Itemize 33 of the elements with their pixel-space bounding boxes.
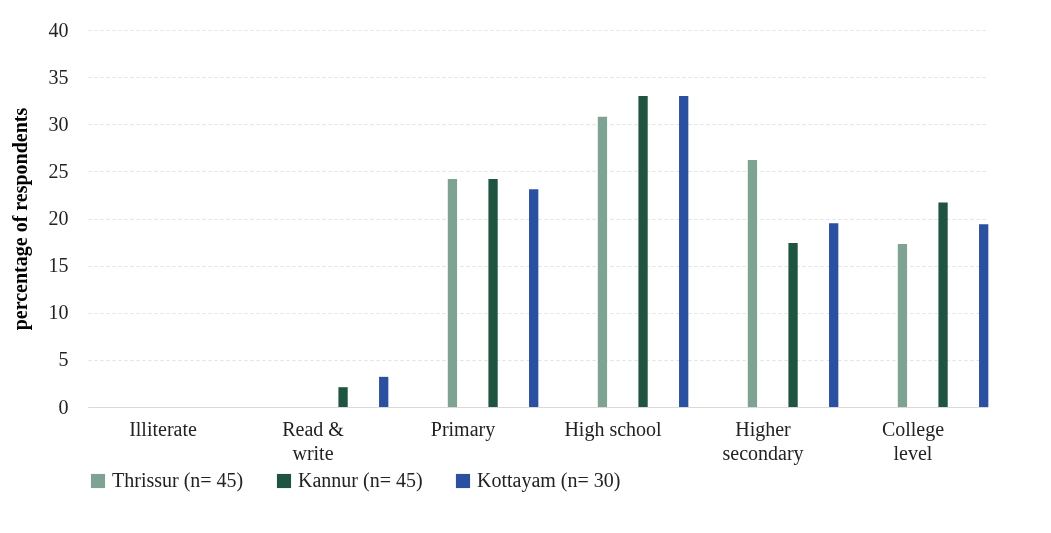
x-tick-label: Read & write bbox=[282, 417, 345, 464]
bar bbox=[788, 243, 798, 407]
y-tick-label: 15 bbox=[48, 254, 69, 277]
bar bbox=[529, 189, 539, 407]
x-tick-label: High school bbox=[564, 417, 663, 441]
y-tick-label: 35 bbox=[48, 65, 69, 88]
legend-label: Kannur (n= 45) bbox=[298, 469, 423, 492]
y-tick-label: 0 bbox=[58, 395, 69, 418]
x-tick-label: College level bbox=[881, 417, 945, 464]
bar bbox=[597, 116, 608, 407]
y-tick-label: 10 bbox=[48, 301, 69, 324]
bar bbox=[747, 160, 758, 407]
y-tick-label: 30 bbox=[48, 112, 69, 135]
bar bbox=[829, 223, 839, 407]
bar bbox=[897, 243, 908, 407]
y-tick-label: 5 bbox=[58, 348, 69, 371]
bar bbox=[379, 376, 389, 407]
x-tick-label: Higher secondary bbox=[722, 417, 804, 465]
bar bbox=[447, 178, 458, 407]
legend-label: Kottayam (n= 30) bbox=[477, 469, 621, 492]
bar bbox=[338, 387, 348, 407]
bar bbox=[488, 178, 498, 407]
bar bbox=[979, 224, 989, 407]
y-tick-label: 20 bbox=[48, 207, 69, 229]
bar bbox=[679, 95, 689, 407]
y-axis-title: percentage of respondents bbox=[8, 107, 32, 331]
y-tick-label: 25 bbox=[48, 159, 69, 182]
legend-label: Thrissur (n= 45) bbox=[112, 469, 244, 492]
y-tick-label: 40 bbox=[48, 18, 69, 41]
bar bbox=[938, 202, 948, 407]
bar bbox=[638, 95, 648, 407]
x-tick-label: Primary bbox=[430, 417, 496, 441]
x-tick-label: Illiterate bbox=[129, 417, 197, 440]
